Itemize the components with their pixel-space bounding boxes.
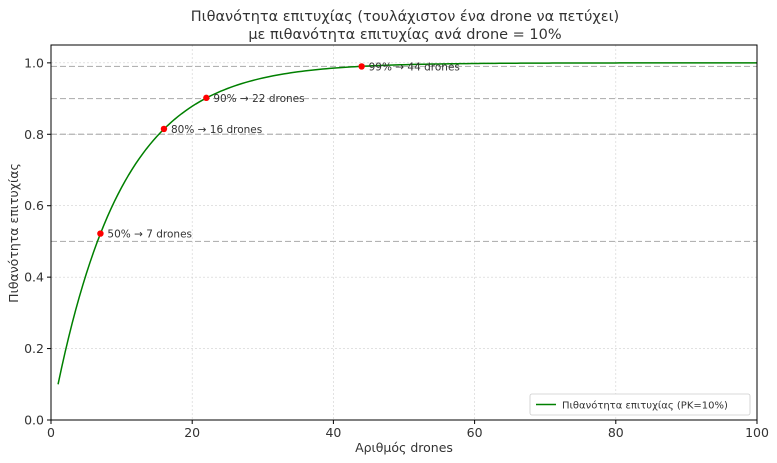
data-label-0: 50% → 7 drones bbox=[107, 229, 192, 241]
legend: Πιθανότητα επιτυχίας (PK=10%) bbox=[529, 393, 751, 416]
x-tick-label-3: 60 bbox=[467, 425, 483, 440]
x-tick-label-1: 20 bbox=[184, 425, 200, 440]
y-tick-label-5: 1.0 bbox=[24, 55, 44, 70]
y-tick-label-0: 0.0 bbox=[24, 413, 44, 428]
x-tick-label-5: 100 bbox=[745, 425, 769, 440]
series-line-success-probability bbox=[57, 62, 757, 385]
annotation-points: 50% → 7 drones 80% → 16 drones 90% → 22 dr… bbox=[97, 61, 460, 241]
chart-title: Πιθανότητα επιτυχίας (τουλάχιστον ένα dr… bbox=[191, 9, 619, 25]
data-point-3 bbox=[358, 63, 365, 70]
y-tick-label-3: 0.6 bbox=[24, 198, 44, 213]
y-tick-label-2: 0.4 bbox=[24, 270, 44, 285]
data-point-0 bbox=[97, 230, 104, 237]
x-axis-label: Αριθμός drones bbox=[355, 440, 453, 455]
y-axis-ticks: 0.0 0.2 0.4 0.6 0.8 1.0 bbox=[24, 55, 51, 428]
legend-box bbox=[529, 393, 751, 416]
y-tick-label-1: 0.2 bbox=[24, 341, 44, 356]
y-tick-label-4: 0.8 bbox=[24, 127, 44, 142]
y-axis-label: Πιθανότητα επιτυχίας bbox=[6, 163, 21, 303]
data-label-2: 90% → 22 drones bbox=[213, 93, 304, 105]
data-label-3: 99% → 44 drones bbox=[369, 61, 460, 73]
data-point-2 bbox=[203, 94, 210, 102]
series-layer bbox=[57, 62, 757, 385]
chart-subtitle: με πιθανότητα επιτυχίας ανά drone = 10% bbox=[248, 27, 561, 43]
x-tick-label-0: 0 bbox=[47, 425, 55, 440]
reference-lines bbox=[51, 65, 757, 243]
data-label-1: 80% → 16 drones bbox=[171, 124, 262, 136]
data-point-1 bbox=[160, 125, 168, 133]
x-tick-label-4: 80 bbox=[608, 425, 624, 440]
x-axis-ticks: 0 20 40 60 80 100 bbox=[47, 420, 769, 440]
plot-frame bbox=[50, 44, 758, 421]
legend-entry-label: Πιθανότητα επιτυχίας (PK=10%) bbox=[562, 400, 728, 412]
x-tick-label-2: 40 bbox=[325, 425, 341, 440]
